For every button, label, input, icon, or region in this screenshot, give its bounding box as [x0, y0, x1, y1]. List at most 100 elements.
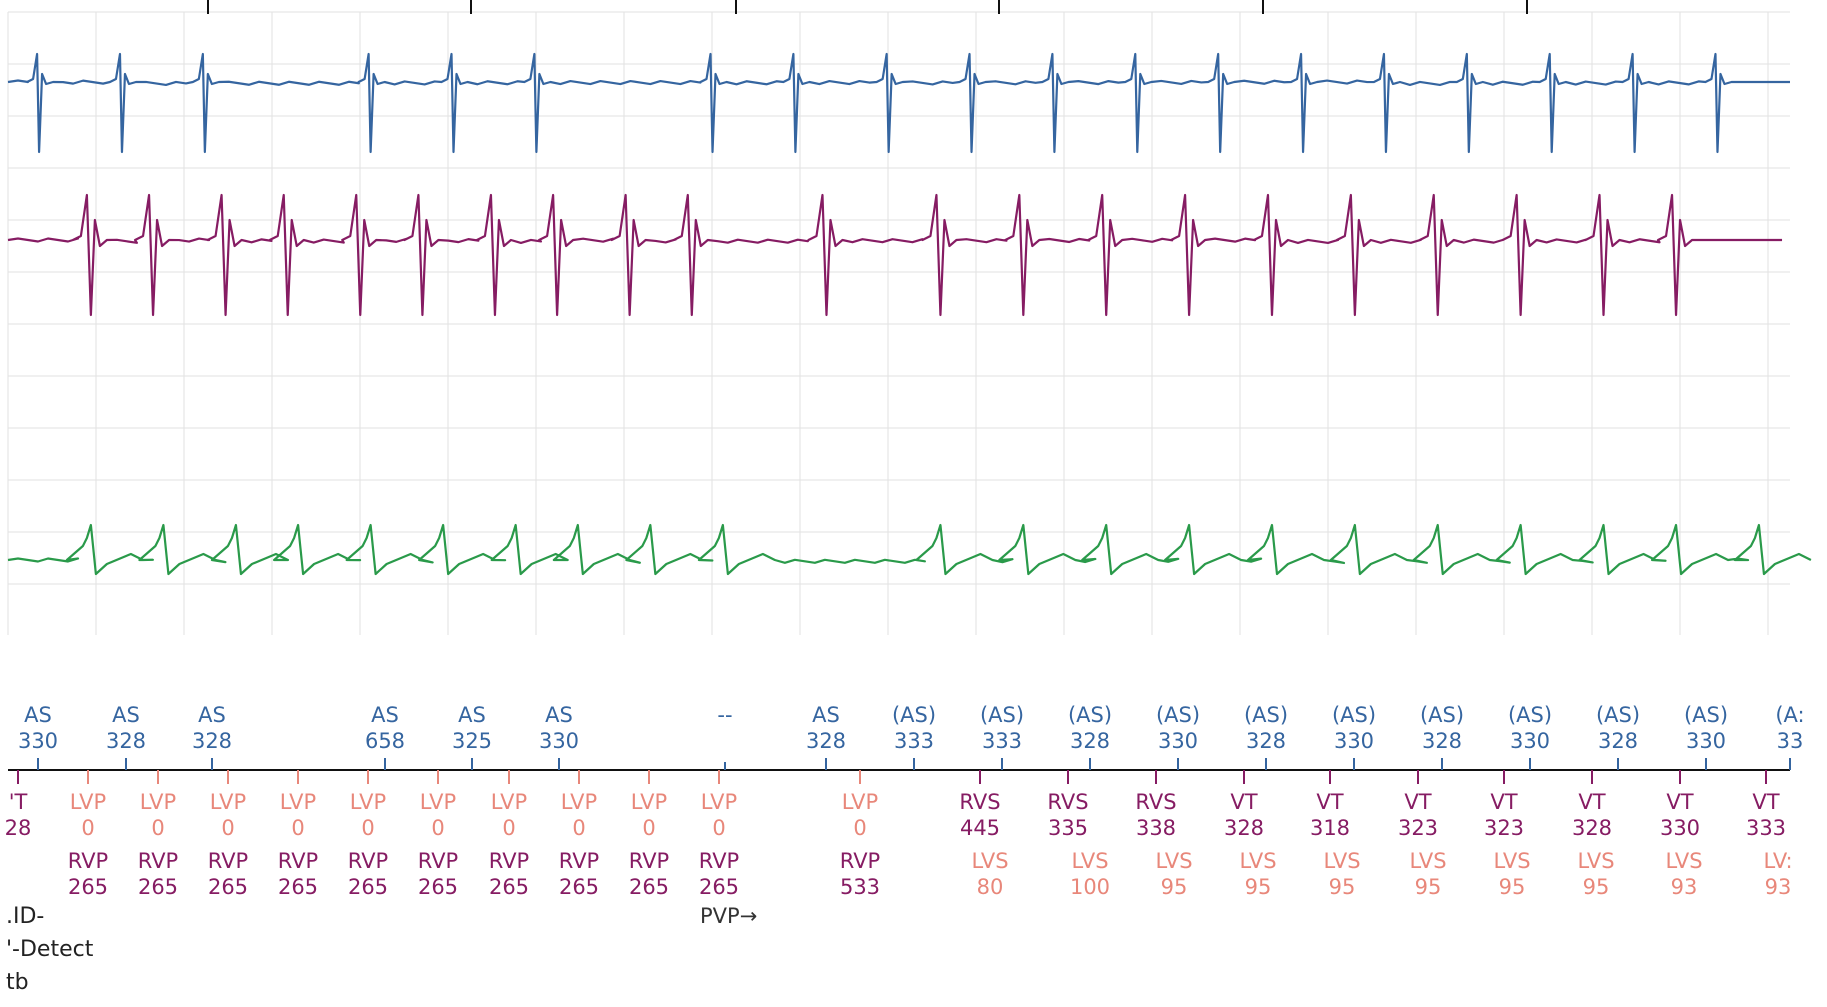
paired-marker-label: LV: — [1763, 849, 1792, 873]
paired-marker-label: LVS — [1323, 849, 1360, 873]
paired-marker-interval: 93 — [1671, 875, 1698, 899]
paired-marker-label: RVP — [629, 849, 669, 873]
atrial-marker-interval: 328 — [1422, 729, 1462, 753]
ventricular-marker-interval: 28 — [5, 816, 32, 840]
paired-marker-label: RVP — [489, 849, 529, 873]
paired-marker-label: RVP — [138, 849, 178, 873]
paired-marker-label: LVS — [971, 849, 1008, 873]
ventricular-marker-label: LVP — [631, 790, 667, 814]
atrial-marker-label: (AS) — [1332, 703, 1376, 727]
paired-marker-label: RVP — [348, 849, 388, 873]
egm-traces — [7, 52, 1812, 576]
atrial-marker-interval: 330 — [539, 729, 579, 753]
atrial-marker-interval: 33 — [1777, 729, 1804, 753]
ventricular-marker-label: LVP — [842, 790, 878, 814]
ventricular-marker-interval: 0 — [502, 816, 515, 840]
paired-marker-label: RVP — [840, 849, 880, 873]
atrial-marker-label: AS — [371, 703, 399, 727]
ventricular-marker-label: VT — [1404, 790, 1431, 814]
ventricular-marker-label: LVP — [491, 790, 527, 814]
ventricular-marker-label: RVS — [1135, 790, 1176, 814]
atrial-marker-interval: 328 — [106, 729, 146, 753]
ventricular-marker-label: VT — [1316, 790, 1343, 814]
atrial-marker-interval: 328 — [1246, 729, 1286, 753]
ventricular-marker-interval: 318 — [1310, 816, 1350, 840]
atrial-marker-interval: 658 — [365, 729, 405, 753]
paired-marker-label: RVP — [699, 849, 739, 873]
egm-trace-far-field — [7, 523, 1812, 576]
ventricular-marker-interval: 328 — [1572, 816, 1612, 840]
atrial-marker-label: AS — [545, 703, 573, 727]
paired-marker-interval: 93 — [1765, 875, 1792, 899]
atrial-marker-label: AS — [812, 703, 840, 727]
atrial-marker-label: AS — [24, 703, 52, 727]
paired-marker-label: LVS — [1071, 849, 1108, 873]
atrial-marker-interval: 330 — [1686, 729, 1726, 753]
ventricular-marker-interval: 338 — [1136, 816, 1176, 840]
ventricular-marker-interval: 0 — [361, 816, 374, 840]
paired-marker-interval: 265 — [278, 875, 318, 899]
paired-marker-interval: 533 — [840, 875, 880, 899]
atrial-marker-label: (AS) — [1596, 703, 1640, 727]
paired-marker-interval: 265 — [418, 875, 458, 899]
side-note-2: '-Detect — [6, 937, 94, 962]
paired-marker-label: LVS — [1493, 849, 1530, 873]
paired-marker-label: LVS — [1409, 849, 1446, 873]
ventricular-marker-interval: 0 — [642, 816, 655, 840]
ventricular-marker-interval: 323 — [1484, 816, 1524, 840]
paired-marker-interval: 100 — [1070, 875, 1110, 899]
paired-marker-label: LVS — [1577, 849, 1614, 873]
paired-marker-interval: 95 — [1583, 875, 1610, 899]
ventricular-marker-interval: 333 — [1746, 816, 1786, 840]
paired-marker-interval: 265 — [138, 875, 178, 899]
ventricular-marker-label: LVP — [701, 790, 737, 814]
paired-marker-label: RVP — [68, 849, 108, 873]
ventricular-marker-label: LVP — [140, 790, 176, 814]
ventricular-marker-interval: 0 — [221, 816, 234, 840]
ventricular-marker-label: 'T — [9, 790, 28, 814]
atrial-marker-label: (AS) — [892, 703, 936, 727]
atrial-marker-label: AS — [458, 703, 486, 727]
atrial-marker-interval: 333 — [894, 729, 934, 753]
atrial-marker-label: (AS) — [1420, 703, 1464, 727]
atrial-marker-label: (AS) — [1684, 703, 1728, 727]
ventricular-marker-interval: 330 — [1660, 816, 1700, 840]
atrial-marker-interval: 328 — [1598, 729, 1638, 753]
atrial-marker-label: (AS) — [1508, 703, 1552, 727]
atrial-marker-interval: 328 — [192, 729, 232, 753]
paired-marker-label: RVP — [559, 849, 599, 873]
atrial-marker-label: (AS) — [1244, 703, 1288, 727]
ventricular-marker-label: RVS — [1047, 790, 1088, 814]
ventricular-marker-interval: 0 — [853, 816, 866, 840]
paired-marker-label: LVS — [1665, 849, 1702, 873]
ventricular-marker-interval: 445 — [960, 816, 1000, 840]
paired-marker-label: RVP — [208, 849, 248, 873]
ventricular-marker-interval: 335 — [1048, 816, 1088, 840]
ventricular-marker-label: VT — [1230, 790, 1257, 814]
ventricular-marker-label: LVP — [561, 790, 597, 814]
paired-marker-interval: 80 — [977, 875, 1004, 899]
paired-marker-interval: 95 — [1245, 875, 1272, 899]
paired-marker-label: RVP — [278, 849, 318, 873]
ventricular-marker-label: LVP — [210, 790, 246, 814]
atrial-marker-label: AS — [198, 703, 226, 727]
atrial-marker-interval: 328 — [1070, 729, 1110, 753]
paired-marker-label: LVS — [1155, 849, 1192, 873]
ventricular-marker-label: RVS — [959, 790, 1000, 814]
atrial-marker-interval: 330 — [1158, 729, 1198, 753]
atrial-marker-label: (AS) — [1068, 703, 1112, 727]
ventricular-marker-label: VT — [1578, 790, 1605, 814]
side-note-3: tb — [6, 970, 29, 995]
paired-marker-interval: 265 — [489, 875, 529, 899]
atrial-marker-interval: 330 — [1510, 729, 1550, 753]
pvp-annotation: PVP→ — [700, 904, 757, 928]
atrial-marker-interval: 328 — [806, 729, 846, 753]
ventricular-marker-label: VT — [1490, 790, 1517, 814]
ventricular-marker-label: VT — [1752, 790, 1779, 814]
ventricular-marker-label: LVP — [280, 790, 316, 814]
time-tick-marks — [207, 0, 1528, 14]
ventricular-marker-interval: 0 — [291, 816, 304, 840]
ventricular-marker-label: LVP — [70, 790, 106, 814]
